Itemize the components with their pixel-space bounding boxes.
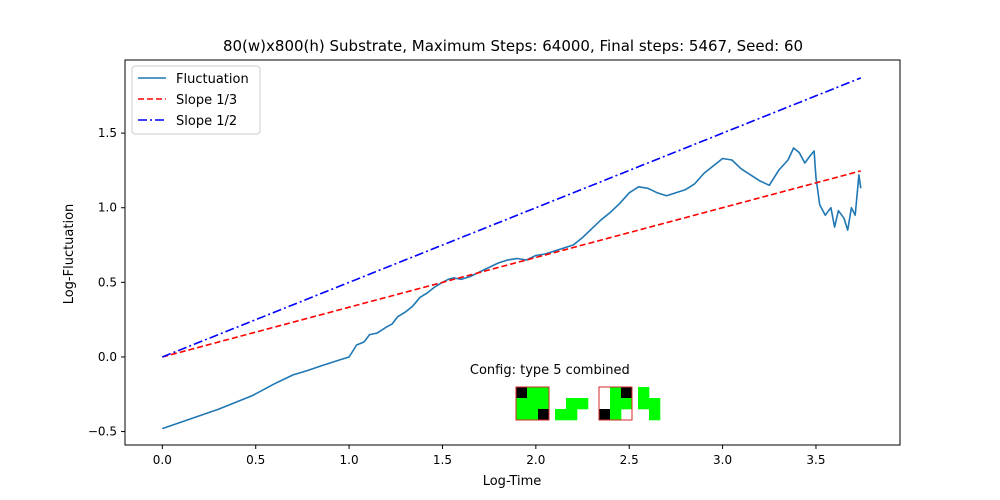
- tile-cell: [621, 398, 633, 410]
- tile-cell: [599, 409, 611, 421]
- y-tick-label: 0.5: [98, 275, 117, 289]
- y-tick-label: −0.5: [88, 425, 117, 439]
- tile-cell: [555, 409, 567, 421]
- series-line-2: [162, 77, 862, 358]
- tile-cell: [610, 398, 622, 410]
- x-axis-label: Log-Time: [483, 474, 542, 489]
- plot-frame: [124, 59, 901, 446]
- x-tick-label: 2.5: [620, 453, 639, 467]
- tile-frame: [515, 386, 550, 421]
- legend-label: Slope 1/3: [176, 93, 237, 108]
- tile-cell: [638, 387, 650, 399]
- config-tiles: [515, 386, 661, 421]
- x-tick-label: 1.5: [433, 453, 452, 467]
- legend: Fluctuation Slope 1/3 Slope 1/2: [131, 65, 261, 135]
- config-tile-3: [638, 387, 661, 421]
- legend-box: [131, 65, 261, 135]
- tile-cell: [538, 409, 550, 421]
- tile-cell: [638, 398, 650, 410]
- series-line-1: [162, 170, 862, 358]
- plot-area: Config: type 5 combined: [124, 59, 901, 446]
- x-tick-label: 2.0: [526, 453, 545, 467]
- tile-cell: [538, 398, 550, 410]
- x-tick-label: 0.0: [153, 453, 172, 467]
- legend-label: Slope 1/2: [176, 114, 237, 129]
- chart-title: 80(w)x800(h) Substrate, Maximum Steps: 6…: [223, 37, 803, 55]
- tile-cell: [610, 387, 622, 399]
- x-tick-label: 1.0: [340, 453, 359, 467]
- config-annotation: Config: type 5 combined: [470, 363, 630, 378]
- tile-frame: [598, 386, 633, 421]
- tile-cell: [516, 398, 528, 410]
- x-axis: 0.0 0.5 1.0 1.5 2.0 2.5 3.0 3.5: [153, 445, 826, 467]
- legend-label: Fluctuation: [176, 72, 249, 87]
- series-layer: [162, 77, 862, 430]
- tile-cell: [649, 398, 661, 410]
- tile-cell: [577, 398, 589, 410]
- config-tile-2: [598, 386, 633, 421]
- tile-cell: [621, 387, 633, 399]
- tile-cell: [516, 387, 528, 399]
- y-axis: −0.5 0.0 0.5 1.0 1.5: [88, 126, 125, 439]
- tile-cell: [527, 387, 539, 399]
- tile-cell: [649, 409, 661, 421]
- y-tick-label: 1.5: [98, 126, 117, 140]
- y-tick-label: 0.0: [98, 350, 117, 364]
- x-tick-label: 3.5: [806, 453, 825, 467]
- tile-cell: [527, 409, 539, 421]
- series-line-0: [162, 147, 862, 430]
- y-axis-label: Log-Fluctuation: [62, 204, 77, 305]
- config-tile-0: [515, 386, 550, 421]
- y-tick-label: 1.0: [98, 201, 117, 215]
- x-tick-label: 3.0: [713, 453, 732, 467]
- tile-cell: [566, 409, 578, 421]
- tile-cell: [516, 409, 528, 421]
- x-tick-label: 0.5: [246, 453, 265, 467]
- tile-cell: [566, 398, 578, 410]
- tile-cell: [538, 387, 550, 399]
- tile-cell: [610, 409, 622, 421]
- tile-cell: [527, 398, 539, 410]
- config-tile-1: [555, 398, 589, 421]
